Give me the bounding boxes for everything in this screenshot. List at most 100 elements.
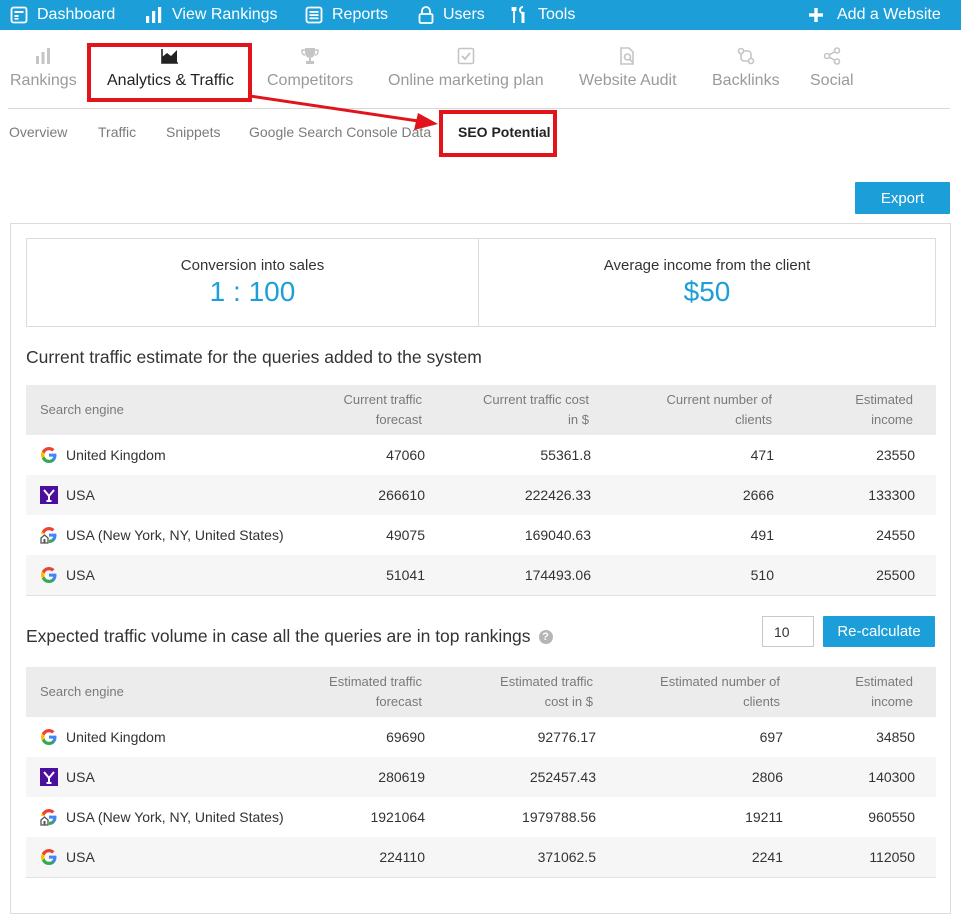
th-income-line2: income xyxy=(871,412,913,427)
tab-backlinks-label: Backlinks xyxy=(712,72,780,89)
engine-name: United Kingdom xyxy=(66,447,166,463)
forecast-cell: 266610 xyxy=(378,487,425,503)
google-icon xyxy=(41,849,57,865)
cost-cell: 1979788.56 xyxy=(522,809,596,825)
clients-cell: 2666 xyxy=(742,487,774,503)
engine-cell: USA (New York, NY, United States) xyxy=(40,515,284,555)
engine-name: USA xyxy=(66,567,95,583)
tab-social[interactable]: Social xyxy=(810,44,854,90)
share-icon xyxy=(823,47,841,65)
forecast-cell: 51041 xyxy=(386,567,425,583)
clients-cell: 2241 xyxy=(751,849,783,865)
th-forecast-line1: Current traffic xyxy=(343,392,422,407)
subtab-google-search-console-data[interactable]: Google Search Console Data xyxy=(249,124,432,140)
th-income-line1: Estimated xyxy=(855,392,913,407)
th-income: Estimated income xyxy=(855,390,913,430)
engine-cell: United Kingdom xyxy=(40,435,166,475)
plus-icon xyxy=(809,8,823,22)
yahoo-icon xyxy=(40,486,58,504)
export-button[interactable]: Export xyxy=(855,182,950,214)
tab-website-audit[interactable]: Website Audit xyxy=(579,44,677,90)
add-website-button[interactable]: Add a Website xyxy=(808,0,941,30)
cost-cell: 252457.43 xyxy=(529,769,596,785)
tab-online-marketing-plan-label: Online marketing plan xyxy=(388,72,544,89)
google-local-icon xyxy=(40,809,57,826)
help-icon[interactable]: ? xyxy=(538,629,553,644)
google-icon xyxy=(41,729,57,745)
th-forecast: Current traffic forecast xyxy=(343,390,422,430)
nav-dashboard[interactable]: Dashboard xyxy=(10,0,115,30)
table-row: USA 224110 371062.5 2241 112050 xyxy=(26,837,936,877)
forecast-cell: 47060 xyxy=(386,447,425,463)
table-row: United Kingdom 69690 92776.17 697 34850 xyxy=(26,717,936,757)
nav-users-label: Users xyxy=(443,6,485,23)
tab-website-audit-label: Website Audit xyxy=(579,72,677,89)
expected-traffic-title-text: Expected traffic volume in case all the … xyxy=(26,626,531,646)
engine-name: USA (New York, NY, United States) xyxy=(66,809,284,825)
tab-rankings-label: Rankings xyxy=(10,72,77,89)
clients-cell: 491 xyxy=(750,527,774,543)
subtab-traffic[interactable]: Traffic xyxy=(98,124,137,140)
kpi-income-label: Average income from the client xyxy=(603,257,811,274)
yahoo-icon xyxy=(40,768,58,786)
th-cost: Estimated traffic cost in $ xyxy=(500,672,593,712)
tab-analytics-traffic[interactable]: Analytics & Traffic xyxy=(107,44,234,90)
cost-cell: 174493.06 xyxy=(524,567,591,583)
th-clients-line2: clients xyxy=(743,694,780,709)
forecast-cell: 49075 xyxy=(386,527,425,543)
th-cost-line2: cost in $ xyxy=(544,694,593,709)
th-forecast-line2: forecast xyxy=(375,694,422,709)
table-row: USA 280619 252457.43 2806 140300 xyxy=(26,757,936,797)
income-cell: 34850 xyxy=(876,729,915,745)
tab-social-label: Social xyxy=(810,72,854,89)
dashboard-icon xyxy=(10,6,28,24)
th-income-line2: income xyxy=(871,694,913,709)
recalculate-button[interactable]: Re-calculate xyxy=(823,616,935,647)
th-cost-line1: Current traffic cost xyxy=(483,392,589,407)
income-cell: 960550 xyxy=(868,809,915,825)
table-row: USA (New York, NY, United States) 49075 … xyxy=(26,515,936,555)
income-cell: 133300 xyxy=(868,487,915,503)
highlight-box-analytics xyxy=(87,43,252,102)
th-clients: Current number of clients xyxy=(667,390,773,430)
tab-online-marketing-plan[interactable]: Online marketing plan xyxy=(388,44,544,90)
th-clients-line1: Estimated number of xyxy=(660,674,780,689)
tab-rankings[interactable]: Rankings xyxy=(10,44,77,90)
expected-table-header: Search engine Estimated traffic forecast… xyxy=(26,667,936,717)
audit-icon xyxy=(619,47,634,65)
tab-competitors[interactable]: Competitors xyxy=(267,44,353,90)
backlinks-icon xyxy=(737,47,755,65)
nav-users[interactable]: Users xyxy=(418,0,485,30)
current-traffic-title: Current traffic estimate for the queries… xyxy=(26,347,482,367)
clients-cell: 510 xyxy=(750,567,774,583)
clients-cell: 2806 xyxy=(751,769,783,785)
table-row: USA (New York, NY, United States) 192106… xyxy=(26,797,936,837)
subtab-overview[interactable]: Overview xyxy=(9,124,68,140)
multiplier-input[interactable] xyxy=(762,616,814,647)
kpi-conversion-value: 1 : 100 xyxy=(209,276,296,307)
kpi-income-value: $50 xyxy=(683,276,731,307)
subtab-seo-potential[interactable]: SEO Potential xyxy=(458,124,551,140)
nav-reports-label: Reports xyxy=(332,6,389,23)
forecast-cell: 1921064 xyxy=(370,809,425,825)
th-cost-line2: in $ xyxy=(568,412,589,427)
nav-view-rankings[interactable]: View Rankings xyxy=(145,0,278,30)
cost-cell: 92776.17 xyxy=(537,729,596,745)
clients-cell: 471 xyxy=(750,447,774,463)
th-forecast-line2: forecast xyxy=(375,412,422,427)
add-website-label: Add a Website xyxy=(837,6,941,23)
nav-reports[interactable]: Reports xyxy=(305,0,388,30)
engine-cell: USA xyxy=(40,837,95,877)
nav-tools[interactable]: Tools xyxy=(511,0,575,30)
google-icon xyxy=(41,567,57,583)
tab-backlinks[interactable]: Backlinks xyxy=(712,44,780,90)
google-icon xyxy=(41,447,57,463)
clients-cell: 697 xyxy=(759,729,783,745)
table-row: USA 266610 222426.33 2666 133300 xyxy=(26,475,936,515)
seo-potential-panel xyxy=(10,223,951,914)
income-cell: 140300 xyxy=(868,769,915,785)
engine-cell: USA (New York, NY, United States) xyxy=(40,797,284,837)
th-income: Estimated income xyxy=(855,672,913,712)
engine-name: USA (New York, NY, United States) xyxy=(66,527,284,543)
subtab-snippets[interactable]: Snippets xyxy=(166,124,221,140)
